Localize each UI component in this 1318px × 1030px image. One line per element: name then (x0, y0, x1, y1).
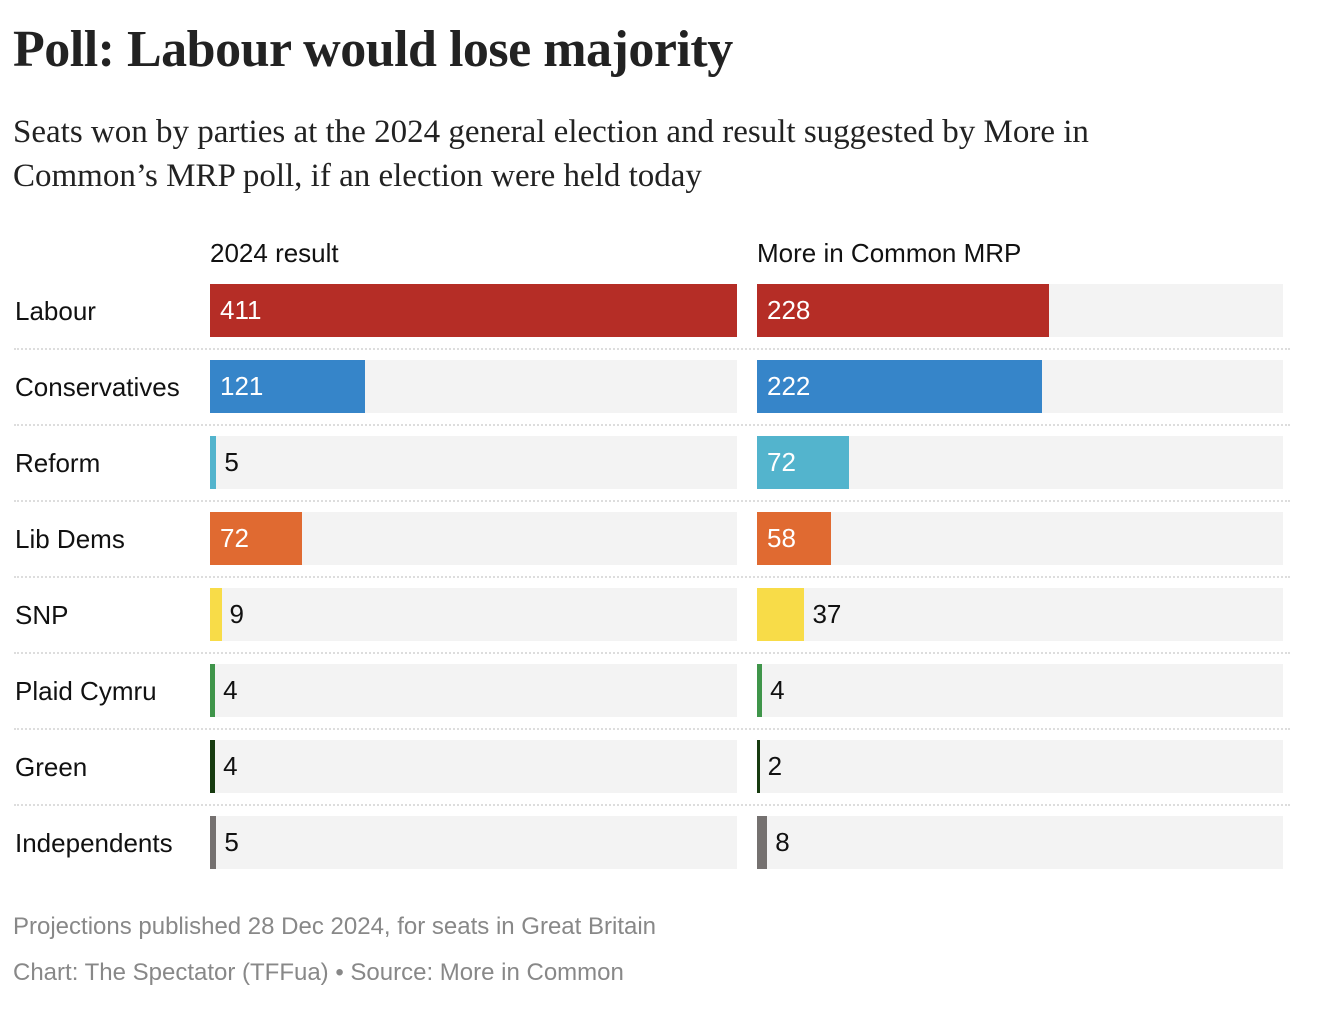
row-divider (14, 576, 1290, 578)
category-label: Lib Dems (15, 524, 125, 554)
bar-track: 8 (757, 816, 1283, 869)
row-divider (14, 348, 1290, 350)
bar-track: 72 (757, 436, 1283, 489)
chart-subtitle: Seats won by parties at the 2024 general… (13, 114, 1089, 194)
bar-track: 222 (757, 360, 1283, 413)
column-header-mrp: More in Common MRP (757, 238, 1022, 268)
bar-track: 411 (210, 284, 737, 337)
value-label: 5 (224, 447, 239, 477)
bar-track: 4 (757, 664, 1283, 717)
bar-track: 121 (210, 360, 737, 413)
source-credit: Chart: The Spectator (TFFua) • Source: M… (13, 959, 624, 986)
value-label: 4 (770, 675, 785, 705)
bar-track: 9 (210, 588, 737, 641)
bar-track: 37 (757, 588, 1283, 641)
bar-mrp (757, 740, 760, 793)
bar-2024 (210, 512, 303, 565)
bar-2024 (210, 284, 737, 337)
category-label: Labour (15, 296, 96, 326)
bar-mrp (757, 816, 768, 869)
chart-title: Poll: Labour would lose majority (13, 21, 733, 78)
row-divider (14, 424, 1290, 426)
bar-track: 4 (210, 740, 737, 793)
value-label: 121 (220, 371, 264, 401)
value-label: 37 (812, 599, 842, 629)
bar-2024 (210, 588, 222, 641)
bar-2024 (210, 664, 216, 717)
category-label: Reform (15, 448, 101, 478)
chart-row: Conservatives 121 222 (0, 360, 1290, 436)
value-label: 4 (223, 751, 238, 781)
bar-track: 5 (210, 816, 737, 869)
category-label: Independents (15, 828, 173, 858)
bar-track: 228 (757, 284, 1283, 337)
category-label: Conservatives (15, 372, 180, 402)
value-label: 222 (767, 371, 811, 401)
value-label: 2 (767, 751, 783, 781)
value-label: 5 (224, 827, 239, 857)
category-label: Green (15, 752, 88, 782)
chart-row: Plaid Cymru 4 4 (0, 664, 1290, 740)
chart-row: Independents 5 8 (0, 816, 1290, 892)
value-label: 72 (220, 523, 249, 553)
row-divider (14, 500, 1290, 502)
bar-track: 5 (210, 436, 737, 489)
chart-row: Green 4 2 (0, 740, 1290, 816)
bar-track: 4 (210, 664, 737, 717)
chart-row: SNP 9 37 (0, 588, 1290, 664)
value-label: 228 (767, 295, 811, 325)
footnote: Projections published 28 Dec 2024, for s… (13, 913, 657, 940)
value-label: 411 (220, 295, 262, 325)
value-label: 9 (229, 599, 244, 629)
chart-row: Labour 411 228 (0, 284, 1290, 360)
bar-mrp (757, 512, 832, 565)
bar-track: 72 (210, 512, 737, 565)
category-label: SNP (15, 600, 69, 630)
value-label: 4 (223, 675, 238, 705)
bar-mrp (757, 436, 850, 489)
row-divider (14, 804, 1290, 806)
row-divider (14, 652, 1290, 654)
bar-2024 (210, 740, 216, 793)
bar-mrp (757, 664, 763, 717)
column-header-2024: 2024 result (210, 238, 339, 268)
value-label: 58 (767, 523, 796, 553)
chart-row: Lib Dems 72 58 (0, 512, 1290, 588)
bar-track: 2 (757, 740, 1283, 793)
row-divider (14, 728, 1290, 730)
category-label: Plaid Cymru (15, 676, 157, 706)
bar-2024 (210, 436, 217, 489)
value-label: 8 (775, 827, 790, 857)
bar-mrp (757, 360, 1042, 413)
bar-2024 (210, 816, 217, 869)
bar-mrp (757, 588, 805, 641)
bar-2024 (210, 360, 366, 413)
value-label: 72 (767, 447, 796, 477)
bar-mrp (757, 284, 1050, 337)
bar-track: 58 (757, 512, 1283, 565)
chart-row: Reform 5 72 (0, 436, 1290, 512)
